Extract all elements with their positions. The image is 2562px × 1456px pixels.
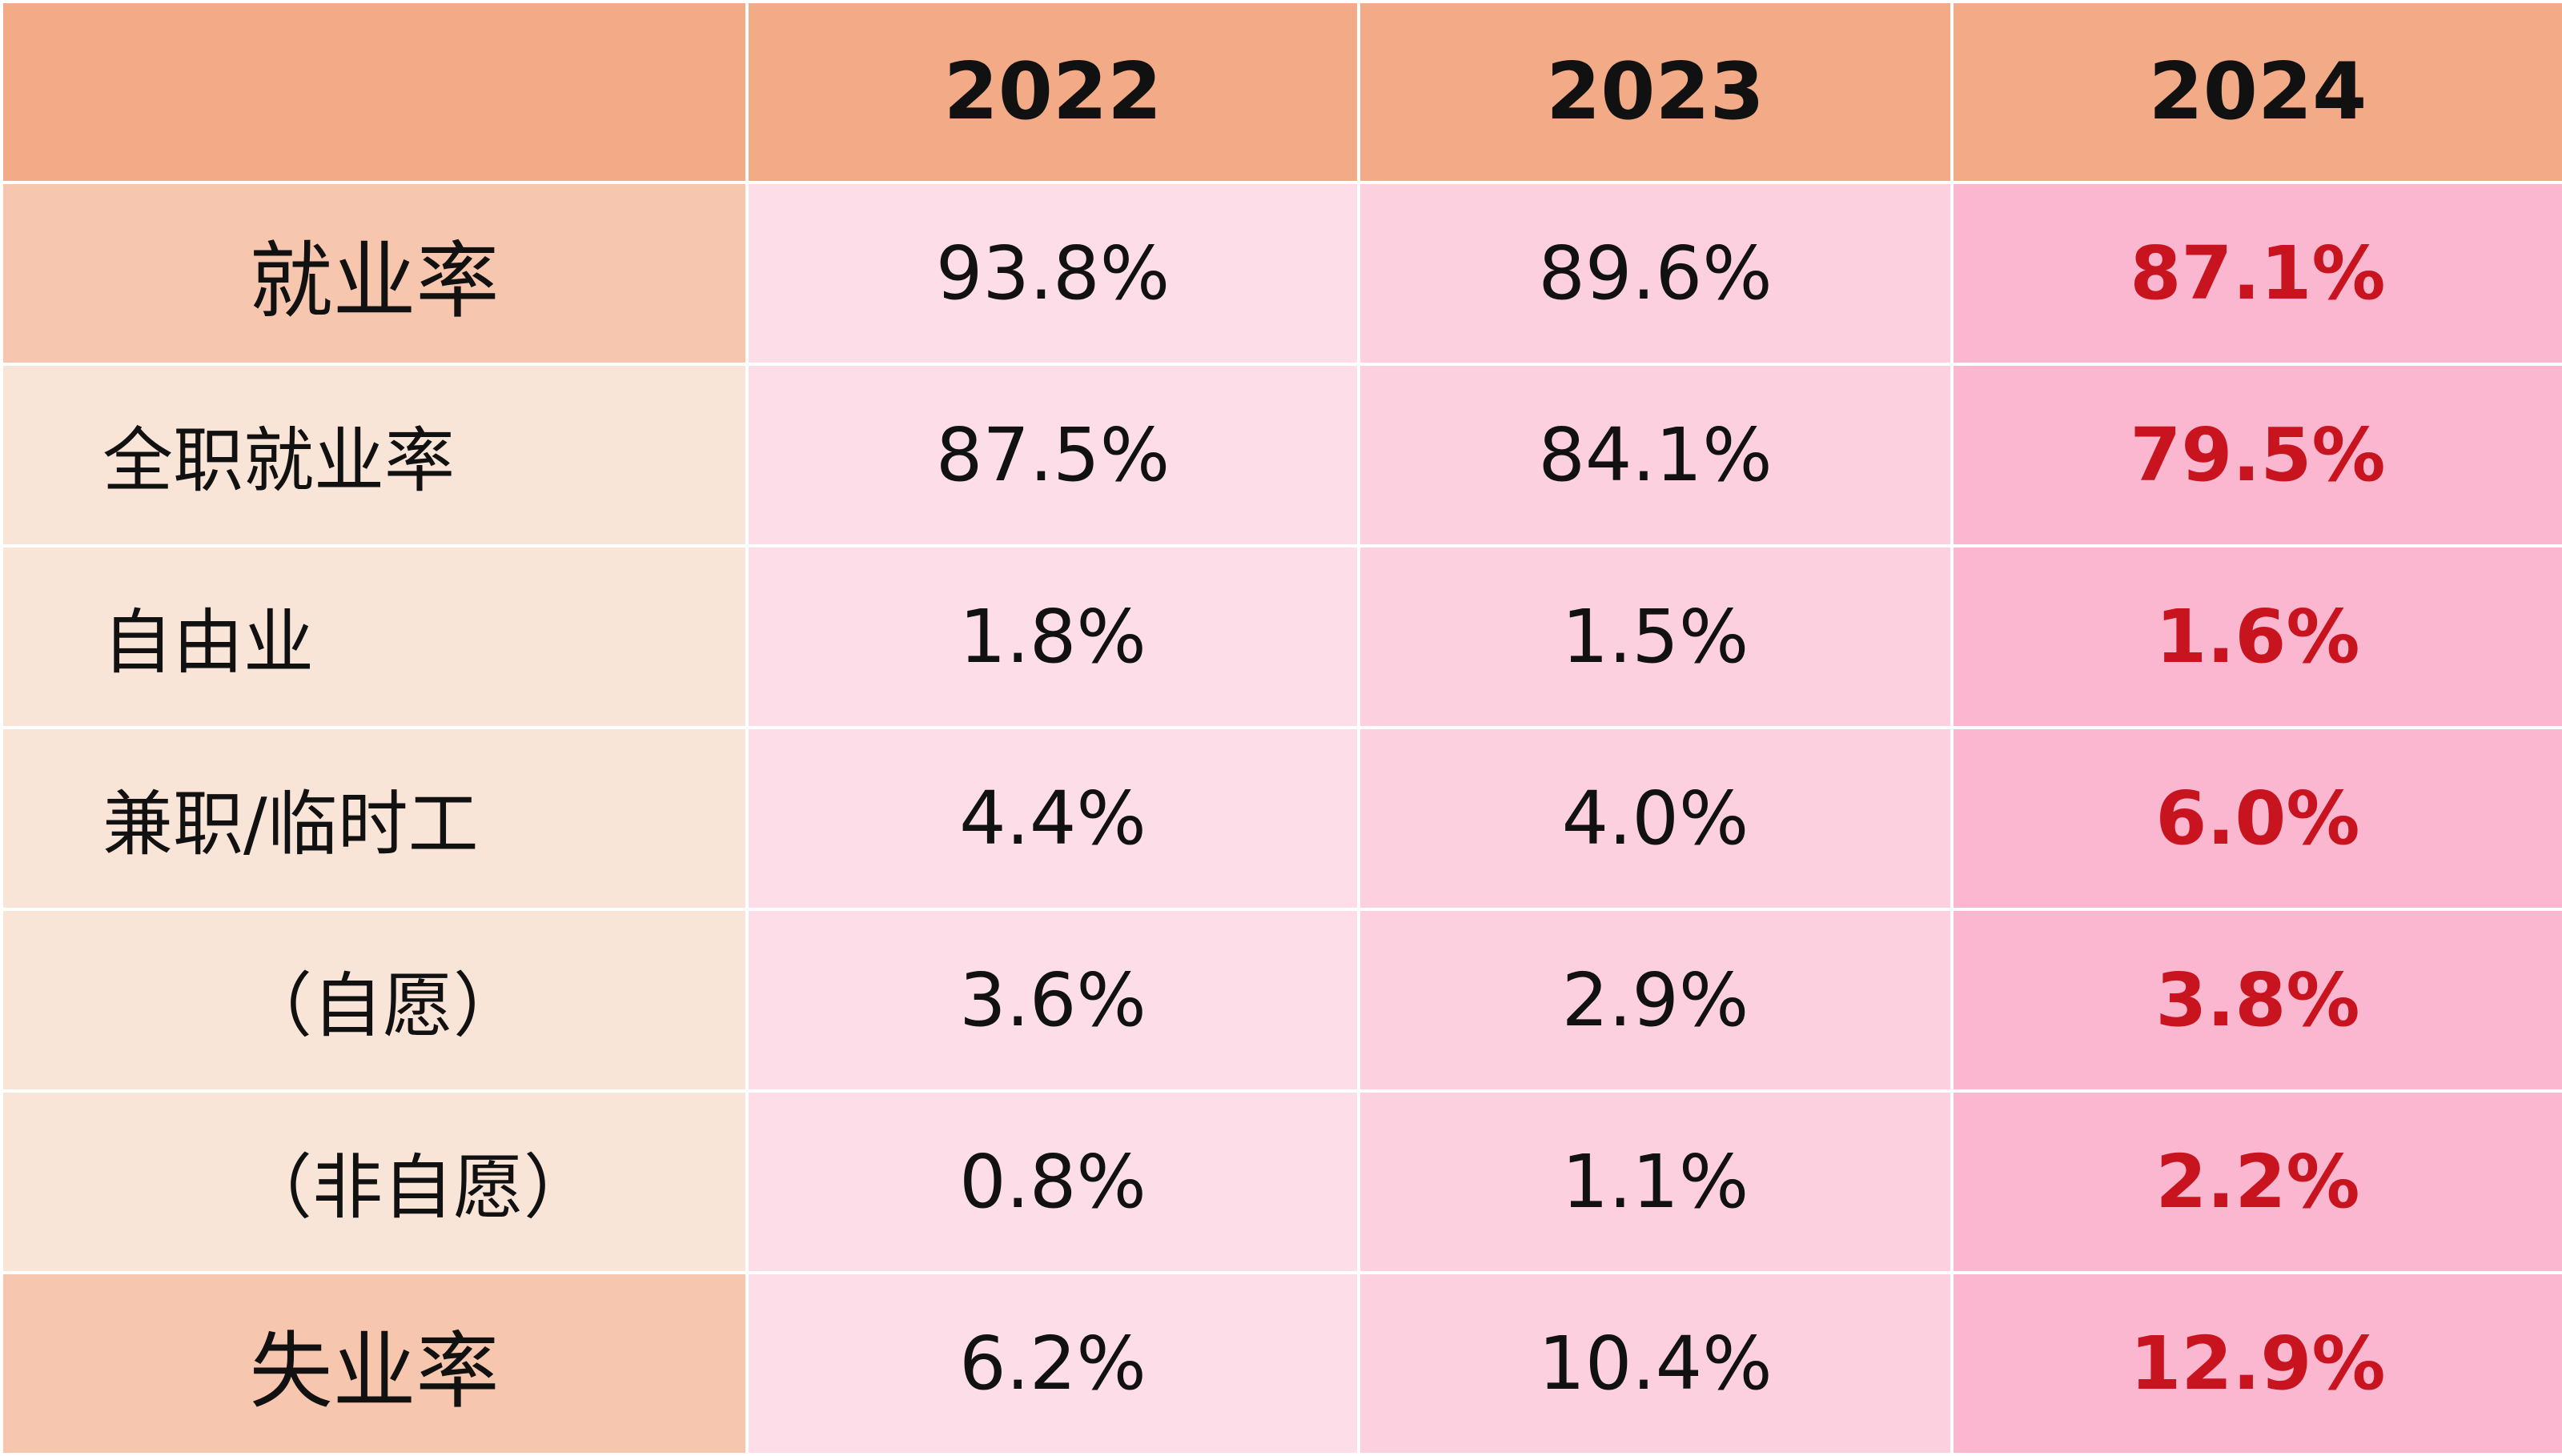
cell-2022: 4.4% [745, 726, 1360, 911]
cell-2022: 6.2% [745, 1271, 1360, 1456]
table-body: 就业率 93.8% 89.6% 87.1% 全职就业率 87.5% 84.1% 79.5% 自由… [0, 181, 2562, 1456]
cell-2024: 12.9% [1950, 1271, 2562, 1456]
cell-2023: 10.4% [1357, 1271, 1954, 1456]
cell-2023: 2.9% [1357, 908, 1954, 1093]
table-row: 就业率 93.8% 89.6% 87.1% [0, 181, 2562, 366]
table-row: （自愿） 3.6% 2.9% 3.8% [0, 908, 2562, 1093]
table-row: 失业率 6.2% 10.4% 12.9% [0, 1271, 2562, 1456]
cell-2022: 87.5% [745, 363, 1360, 548]
table-row: 全职就业率 87.5% 84.1% 79.5% [0, 363, 2562, 548]
header-2024: 2024 [1950, 0, 2562, 184]
cell-2024: 1.6% [1950, 544, 2562, 729]
table-row: （非自愿） 0.8% 1.1% 2.2% [0, 1089, 2562, 1274]
row-label: （非自愿） [0, 1089, 749, 1274]
cell-2024: 87.1% [1950, 181, 2562, 366]
header-row: 2022 2023 2024 [0, 0, 2562, 184]
row-label: （自愿） [0, 908, 749, 1093]
cell-2024: 6.0% [1950, 726, 2562, 911]
cell-2022: 0.8% [745, 1089, 1360, 1274]
table-row: 兼职/临时工 4.4% 4.0% 6.0% [0, 726, 2562, 911]
row-label: 失业率 [0, 1271, 749, 1456]
cell-2023: 1.1% [1357, 1089, 1954, 1274]
cell-2022: 1.8% [745, 544, 1360, 729]
cell-2024: 79.5% [1950, 363, 2562, 548]
cell-2023: 84.1% [1357, 363, 1954, 548]
row-label: 自由业 [0, 544, 749, 729]
cell-2023: 4.0% [1357, 726, 1954, 911]
header-corner-cell [0, 0, 749, 184]
row-label: 就业率 [0, 181, 749, 366]
cell-2023: 1.5% [1357, 544, 1954, 729]
cell-2024: 3.8% [1950, 908, 2562, 1093]
cell-2023: 89.6% [1357, 181, 1954, 366]
row-label: 全职就业率 [0, 363, 749, 548]
row-label: 兼职/临时工 [0, 726, 749, 911]
cell-2024: 2.2% [1950, 1089, 2562, 1274]
cell-2022: 3.6% [745, 908, 1360, 1093]
header-2023: 2023 [1357, 0, 1954, 184]
header-2022: 2022 [745, 0, 1360, 184]
table-row: 自由业 1.8% 1.5% 1.6% [0, 544, 2562, 729]
cell-2022: 93.8% [745, 181, 1360, 366]
